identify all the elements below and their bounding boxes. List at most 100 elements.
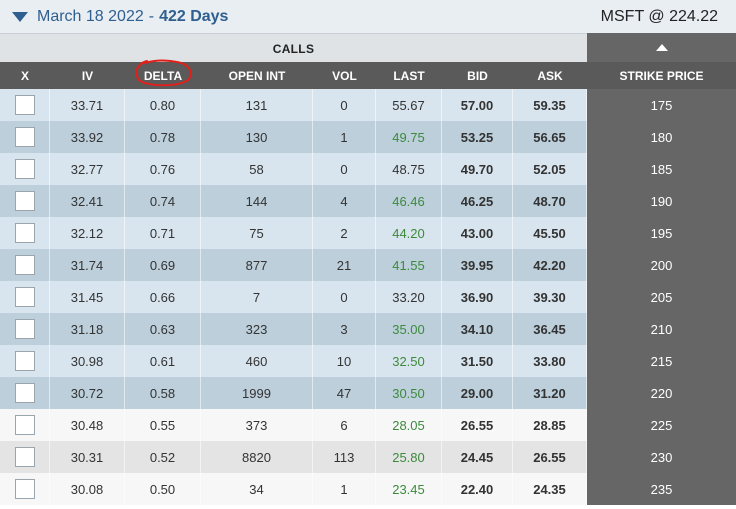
bid-cell[interactable]: 36.90 (442, 281, 513, 313)
triangle-up-icon[interactable] (655, 44, 668, 51)
select-checkbox-cell[interactable] (0, 185, 50, 217)
select-checkbox-cell[interactable] (0, 121, 50, 153)
select-checkbox-cell[interactable] (0, 441, 50, 473)
select-checkbox[interactable] (14, 223, 35, 243)
last-cell: 49.75 (376, 121, 442, 153)
ask-cell[interactable]: 24.35 (513, 473, 587, 505)
select-checkbox-cell[interactable] (0, 473, 50, 505)
bid-cell[interactable]: 53.25 (442, 121, 513, 153)
strike-price-cell: 190 (587, 185, 736, 217)
select-checkbox[interactable] (14, 319, 35, 339)
select-checkbox[interactable] (14, 255, 35, 275)
ask-cell[interactable]: 45.50 (513, 217, 587, 249)
vol-cell: 1 (313, 121, 376, 153)
select-checkbox[interactable] (14, 415, 35, 435)
select-checkbox-cell[interactable] (0, 313, 50, 345)
delta-cell: 0.74 (125, 185, 201, 217)
last-cell: 33.20 (376, 281, 442, 313)
col-header-ask[interactable]: ASK (537, 68, 563, 83)
col-header-delta[interactable]: DELTA (143, 68, 183, 83)
vol-cell: 3 (313, 313, 376, 345)
vol-cell: 10 (313, 345, 376, 377)
expiry-separator: - (148, 7, 155, 25)
vol-cell: 113 (313, 441, 376, 473)
last-cell: 30.50 (376, 377, 442, 409)
vol-cell: 21 (313, 249, 376, 281)
select-checkbox-cell[interactable] (0, 249, 50, 281)
iv-cell: 32.77 (50, 153, 125, 185)
col-header-strike-price[interactable]: STRIKE PRICE (619, 68, 704, 83)
select-checkbox-cell[interactable] (0, 281, 50, 313)
bid-cell[interactable]: 49.70 (442, 153, 513, 185)
options-chain-table: 33.71 0.80 131 0 55.67 57.00 59.35 175 33.92 0.78… (0, 89, 736, 505)
bid-cell[interactable]: 57.00 (442, 89, 513, 121)
col-header-bid[interactable]: BID (467, 68, 488, 83)
select-checkbox[interactable] (14, 127, 35, 147)
ask-cell[interactable]: 59.35 (513, 89, 587, 121)
ask-cell[interactable]: 26.55 (513, 441, 587, 473)
ask-cell[interactable]: 42.20 (513, 249, 587, 281)
select-checkbox-cell[interactable] (0, 409, 50, 441)
strike-price-cell: 195 (587, 217, 736, 249)
select-checkbox[interactable] (14, 95, 35, 115)
bid-cell[interactable]: 22.40 (442, 473, 513, 505)
last-cell: 41.55 (376, 249, 442, 281)
delta-cell: 0.50 (125, 473, 201, 505)
open-int-cell: 8820 (201, 441, 313, 473)
last-cell: 46.46 (376, 185, 442, 217)
bid-cell[interactable]: 43.00 (442, 217, 513, 249)
expiry-days: 422 Days (159, 7, 229, 25)
strike-price-cell: 230 (587, 441, 736, 473)
col-header-last[interactable]: LAST (393, 68, 425, 83)
strike-price-cell: 180 (587, 121, 736, 153)
select-checkbox[interactable] (14, 351, 35, 371)
select-checkbox[interactable] (14, 159, 35, 179)
underlying-quote: MSFT @ 224.22 (600, 7, 718, 25)
ask-cell[interactable]: 48.70 (513, 185, 587, 217)
delta-cell: 0.69 (125, 249, 201, 281)
ask-cell[interactable]: 36.45 (513, 313, 587, 345)
select-checkbox-cell[interactable] (0, 345, 50, 377)
iv-cell: 30.31 (50, 441, 125, 473)
select-checkbox-cell[interactable] (0, 89, 50, 121)
bid-cell[interactable]: 24.45 (442, 441, 513, 473)
ask-cell[interactable]: 28.85 (513, 409, 587, 441)
last-cell: 32.50 (376, 345, 442, 377)
bid-cell[interactable]: 39.95 (442, 249, 513, 281)
strike-price-cell: 210 (587, 313, 736, 345)
strike-sort-toggle[interactable] (587, 33, 736, 62)
iv-cell: 30.48 (50, 409, 125, 441)
strike-price-cell: 235 (587, 473, 736, 505)
select-checkbox[interactable] (14, 191, 35, 211)
col-header-vol[interactable]: VOL (332, 68, 357, 83)
bid-cell[interactable]: 46.25 (442, 185, 513, 217)
vol-cell: 47 (313, 377, 376, 409)
select-checkbox[interactable] (14, 447, 35, 467)
select-checkbox-cell[interactable] (0, 217, 50, 249)
last-cell: 48.75 (376, 153, 442, 185)
vol-cell: 0 (313, 281, 376, 313)
col-header-open-int[interactable]: OPEN INT (228, 68, 286, 83)
select-checkbox[interactable] (14, 383, 35, 403)
strike-price-cell: 200 (587, 249, 736, 281)
iv-cell: 33.92 (50, 121, 125, 153)
ask-cell[interactable]: 52.05 (513, 153, 587, 185)
ask-cell[interactable]: 31.20 (513, 377, 587, 409)
bid-cell[interactable]: 34.10 (442, 313, 513, 345)
table-row: 30.48 0.55 373 6 28.05 26.55 28.85 225 (0, 409, 736, 441)
select-checkbox[interactable] (14, 479, 35, 499)
bid-cell[interactable]: 29.00 (442, 377, 513, 409)
col-header-iv[interactable]: IV (81, 68, 94, 83)
select-checkbox-cell[interactable] (0, 153, 50, 185)
bid-cell[interactable]: 31.50 (442, 345, 513, 377)
select-checkbox[interactable] (14, 287, 35, 307)
delta-cell: 0.66 (125, 281, 201, 313)
table-row: 30.98 0.61 460 10 32.50 31.50 33.80 215 (0, 345, 736, 377)
ask-cell[interactable]: 56.65 (513, 121, 587, 153)
ask-cell[interactable]: 33.80 (513, 345, 587, 377)
ask-cell[interactable]: 39.30 (513, 281, 587, 313)
select-checkbox-cell[interactable] (0, 377, 50, 409)
bid-cell[interactable]: 26.55 (442, 409, 513, 441)
expiry-selector[interactable]: March 18 2022 - 422 Days (12, 0, 228, 33)
triangle-down-icon[interactable] (12, 11, 28, 22)
